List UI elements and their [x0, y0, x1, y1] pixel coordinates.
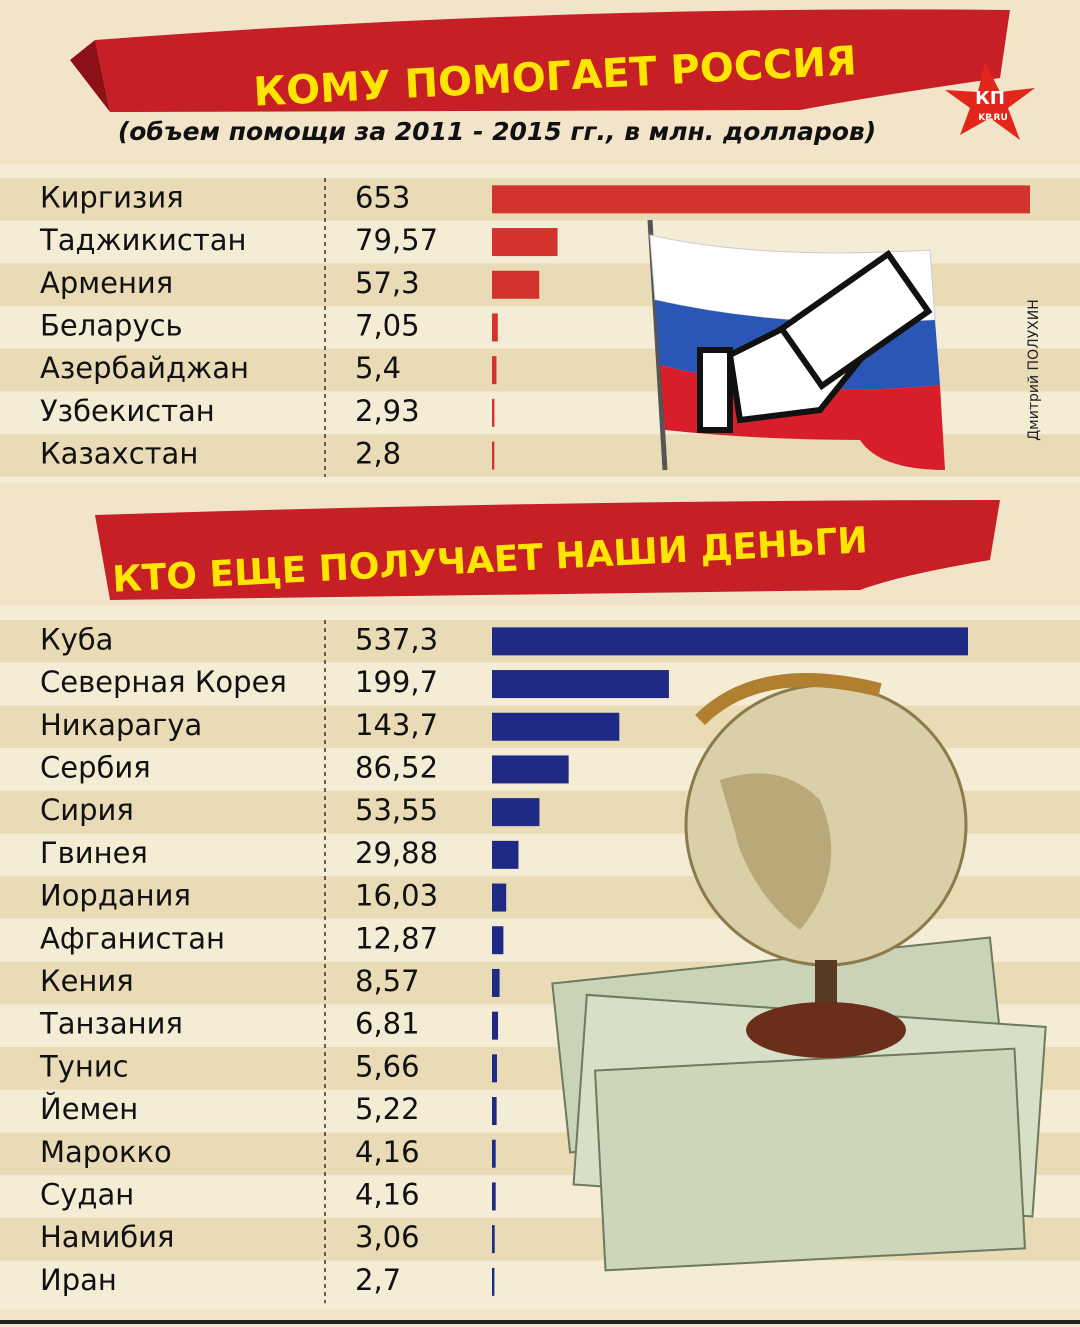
bar: [492, 313, 498, 342]
bar: [492, 270, 540, 299]
bar: [492, 1182, 496, 1211]
credit: Дмитрий ПОЛУХИН: [1026, 299, 1042, 440]
category-label: Киргизия: [40, 180, 184, 214]
category-label: Куба: [40, 622, 113, 656]
category-label: Северная Корея: [40, 665, 287, 699]
category-label: Азербайджан: [40, 351, 249, 385]
value-label: 4,16: [355, 1177, 420, 1211]
bar: [492, 840, 519, 869]
bar: [492, 228, 558, 257]
value-label: 5,66: [355, 1049, 420, 1083]
logo-site: KP.RU: [978, 113, 1008, 123]
category-label: Йемен: [40, 1092, 138, 1126]
category-label: Судан: [40, 1177, 134, 1211]
bar: [492, 1011, 499, 1040]
bar: [492, 755, 569, 784]
category-label: Тунис: [39, 1049, 129, 1083]
value-label: 57,3: [355, 266, 420, 300]
bar: [492, 398, 495, 427]
value-label: 8,57: [355, 964, 420, 998]
category-label: Таджикистан: [39, 223, 246, 257]
category-label: Марокко: [40, 1135, 172, 1169]
value-label: 143,7: [355, 708, 438, 742]
value-label: 4,16: [355, 1135, 420, 1169]
bar: [492, 1097, 497, 1126]
value-label: 16,03: [355, 879, 438, 913]
value-label: 2,8: [355, 437, 401, 471]
value-label: 7,05: [355, 308, 420, 342]
banner: [95, 500, 1000, 600]
category-label: Кения: [40, 964, 134, 998]
bar: [492, 1054, 498, 1083]
chart-subtitle: (объем помощи за 2011 - 2015 гг., в млн.…: [118, 117, 876, 146]
value-label: 5,4: [355, 351, 401, 385]
bar: [492, 1267, 495, 1296]
logo: КП: [975, 88, 1005, 109]
category-label: Танзания: [39, 1007, 183, 1041]
banner-fold: [70, 40, 110, 112]
bar: [492, 356, 497, 385]
category-label: Армения: [40, 266, 173, 300]
category-label: Сирия: [40, 793, 134, 827]
category-label: Афганистан: [40, 921, 225, 955]
flag-illustration: [647, 219, 945, 471]
category-label: Намибия: [40, 1220, 174, 1254]
bar: [492, 1225, 495, 1254]
value-label: 29,88: [355, 836, 438, 870]
bar: [492, 185, 1030, 214]
category-label: Сербия: [40, 750, 151, 784]
category-label: Гвинея: [40, 836, 148, 870]
value-label: 12,87: [355, 921, 438, 955]
value-label: 2,93: [355, 394, 420, 428]
bar: [492, 968, 500, 997]
bar: [492, 926, 504, 955]
category-label: Никарагуа: [40, 708, 202, 742]
bar: [492, 627, 968, 656]
value-label: 537,3: [355, 622, 438, 656]
category-label: Казахстан: [40, 437, 198, 471]
bar: [492, 441, 495, 470]
value-label: 199,7: [355, 665, 438, 699]
category-label: Иран: [40, 1263, 117, 1297]
globe-money-illustration: [551, 673, 1047, 1272]
category-label: Беларусь: [40, 308, 183, 342]
category-label: Иордания: [40, 879, 191, 913]
bar: [492, 712, 620, 741]
value-label: 653: [355, 180, 410, 214]
value-label: 5,22: [355, 1092, 420, 1126]
value-label: 53,55: [355, 793, 438, 827]
value-label: 86,52: [355, 750, 438, 784]
bar: [492, 670, 669, 699]
bar: [492, 883, 507, 912]
bar: [492, 1139, 496, 1168]
logo-star: [945, 62, 1035, 140]
category-label: Узбекистан: [40, 394, 215, 428]
value-label: 2,7: [355, 1263, 401, 1297]
value-label: 6,81: [355, 1007, 420, 1041]
value-label: 79,57: [355, 223, 438, 257]
banner: [95, 9, 1010, 112]
bar: [492, 798, 540, 827]
value-label: 3,06: [355, 1220, 420, 1254]
